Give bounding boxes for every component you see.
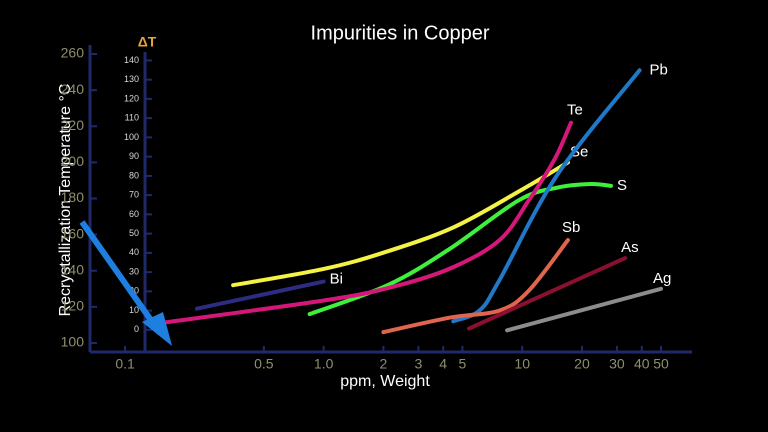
plot-area: 0.1 0.5 1.0 2 3 4 5 10 20 30 40 5010012014016018020… xyxy=(61,45,672,372)
arrow xyxy=(79,220,163,335)
y2-tick-label: 140 xyxy=(124,55,139,65)
x-tick-label: 20 xyxy=(574,356,590,372)
y-tick-label: 260 xyxy=(61,45,85,61)
series-line xyxy=(451,68,642,324)
series-label: Bi xyxy=(330,271,343,288)
x-tick-label: 2 xyxy=(380,356,388,372)
series-label: S xyxy=(617,177,627,194)
series-label: As xyxy=(621,239,639,256)
series-label: Te xyxy=(567,102,583,119)
y-tick-label: 240 xyxy=(61,81,85,97)
y-tick-label: 100 xyxy=(61,334,85,350)
series-label: Pb xyxy=(650,61,668,78)
y2-tick-label: 10 xyxy=(129,305,139,315)
x-tick-label: 40 xyxy=(634,356,650,372)
series-line xyxy=(307,182,613,317)
y2-tick-label: 80 xyxy=(129,170,139,180)
y2-tick-label: 60 xyxy=(129,209,139,219)
y2-tick-label: 90 xyxy=(129,151,139,161)
x-tick-label: 0.5 xyxy=(254,356,274,372)
y2-tick-label: 100 xyxy=(124,132,139,142)
y-tick-label: 220 xyxy=(61,117,85,133)
series-label: Se xyxy=(570,143,588,160)
y-tick-label: 140 xyxy=(61,261,85,277)
y2-tick-label: 130 xyxy=(124,74,139,84)
x-tick-label: 4 xyxy=(439,356,447,372)
series-line xyxy=(158,120,573,326)
series-line xyxy=(231,160,570,288)
y2-tick-label: 110 xyxy=(125,113,139,123)
y2-axis-label: ΔT xyxy=(138,34,157,50)
y2-tick-label: 40 xyxy=(129,247,139,257)
series-line xyxy=(505,286,663,333)
y2-tick-label: 0 xyxy=(134,324,139,334)
y-tick-label: 180 xyxy=(61,189,85,205)
y2-tick-label: 20 xyxy=(129,286,139,296)
x-tick-label: 5 xyxy=(459,356,467,372)
arrow-head xyxy=(142,312,172,346)
series-label: Ag xyxy=(653,270,671,287)
series-line xyxy=(467,256,628,331)
x-tick-label: 3 xyxy=(414,356,422,372)
x-tick-label: 1.0 xyxy=(314,356,334,372)
chart-title: Impurities in Copper xyxy=(311,22,490,44)
x-tick-label: 30 xyxy=(609,356,625,372)
x-tick-label: 0.1 xyxy=(115,356,135,372)
y-axis-label: Recrystallization Temperature °C xyxy=(57,84,74,317)
series-label: Sb xyxy=(562,219,580,236)
y-tick-label: 160 xyxy=(61,225,85,241)
x-tick-label: 10 xyxy=(514,356,530,372)
series-line xyxy=(381,238,570,335)
series-line xyxy=(194,279,326,311)
x-axis-label: ppm, Weight xyxy=(340,373,430,390)
y-tick-label: 200 xyxy=(61,153,85,169)
y2-tick-label: 50 xyxy=(129,228,139,238)
x-tick-label: 50 xyxy=(653,356,669,372)
y-tick-label: 120 xyxy=(61,298,85,314)
y2-tick-label: 120 xyxy=(124,93,139,103)
y2-tick-label: 70 xyxy=(129,190,139,200)
y2-tick-label: 30 xyxy=(129,266,139,276)
